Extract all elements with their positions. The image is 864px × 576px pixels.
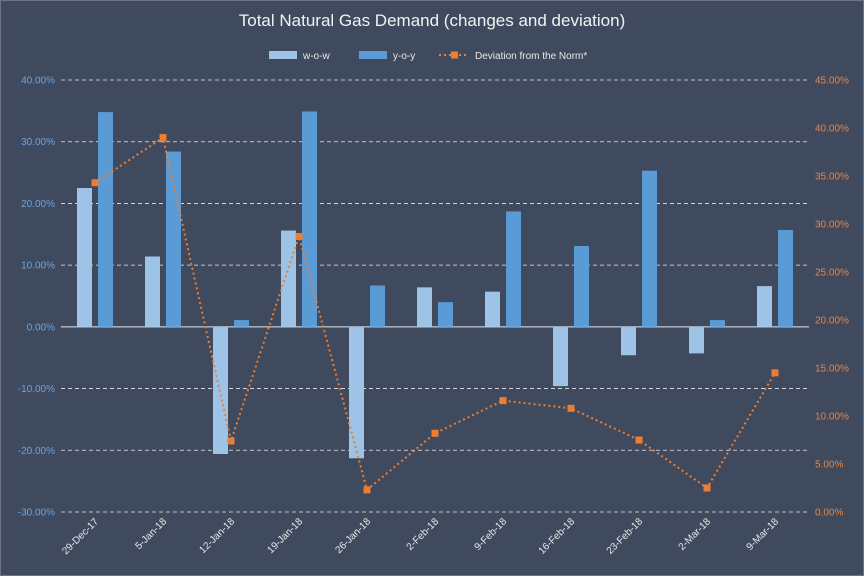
- y-right-tick-label: 45.00%: [815, 76, 849, 87]
- legend-label: y-o-y: [393, 51, 415, 62]
- deviation-point: [363, 486, 371, 494]
- bar-w-o-w: [621, 326, 636, 356]
- bar-w-o-w: [281, 230, 296, 327]
- chart-title: Total Natural Gas Demand (changes and de…: [238, 11, 626, 30]
- bar-y-o-y: [574, 246, 589, 327]
- y-left-tick-label: 30.00%: [21, 137, 55, 148]
- y-right-tick-label: 35.00%: [815, 172, 849, 183]
- bar-w-o-w: [553, 326, 568, 387]
- x-tick-label: 29-Dec-17: [60, 516, 101, 557]
- bar-y-o-y: [302, 111, 317, 327]
- deviation-point: [295, 232, 303, 240]
- x-tick-label: 26-Jan-18: [334, 516, 374, 556]
- deviation-line: [94, 135, 776, 492]
- bar-w-o-w: [77, 188, 92, 327]
- bar-w-o-w: [145, 256, 160, 327]
- bar-w-o-w: [757, 286, 772, 327]
- y-right-tick-label: 10.00%: [815, 412, 849, 423]
- bar-y-o-y: [642, 170, 657, 327]
- bar-y-o-y: [370, 285, 385, 327]
- y-left-tick-label: 40.00%: [21, 76, 55, 87]
- bar-y-o-y: [506, 211, 521, 327]
- y-right-tick-label: 25.00%: [815, 268, 849, 279]
- deviation-point: [567, 404, 575, 412]
- y-right-tick-label: 20.00%: [815, 316, 849, 327]
- y-left-tick-label: -10.00%: [18, 384, 55, 395]
- x-tick-label: 23-Feb-18: [605, 516, 646, 557]
- x-tick-label: 5-Jan-18: [133, 516, 169, 552]
- legend-label: w-o-w: [302, 51, 330, 62]
- y-left-tick-label: 20.00%: [21, 199, 55, 210]
- y-left-tick-label: -30.00%: [18, 508, 55, 519]
- legend-label: Deviation from the Norm*: [475, 51, 587, 62]
- bar-y-o-y: [234, 320, 249, 327]
- y-right-tick-label: 5.00%: [815, 460, 843, 471]
- legend-marker-deviation: [451, 51, 458, 59]
- y-right-tick-label: 30.00%: [815, 220, 849, 231]
- legend-swatch-yoy: [359, 51, 387, 59]
- deviation-point: [431, 429, 439, 437]
- y-left-tick-label: -20.00%: [18, 446, 55, 457]
- deviation-point: [159, 134, 167, 142]
- bar-w-o-w: [485, 291, 500, 327]
- bar-y-o-y: [166, 151, 181, 327]
- y-right-tick-label: 0.00%: [815, 508, 843, 519]
- bar-y-o-y: [710, 320, 725, 327]
- bar-y-o-y: [98, 112, 113, 327]
- deviation-point: [635, 436, 643, 444]
- deviation-point: [499, 397, 507, 405]
- x-tick-label: 16-Feb-18: [537, 516, 578, 557]
- bar-w-o-w: [689, 326, 704, 354]
- y-right-tick-label: 15.00%: [815, 364, 849, 375]
- x-tick-label: 2-Feb-18: [405, 516, 442, 553]
- x-tick-label: 12-Jan-18: [198, 516, 238, 556]
- bar-y-o-y: [438, 302, 453, 327]
- x-tick-label: 19-Jan-18: [266, 516, 306, 556]
- deviation-point: [771, 369, 779, 377]
- x-tick-label: 9-Mar-18: [745, 516, 782, 553]
- y-left-tick-label: 10.00%: [21, 261, 55, 272]
- x-tick-label: 9-Feb-18: [473, 516, 510, 553]
- deviation-point: [91, 179, 99, 187]
- x-tick-label: 2-Mar-18: [677, 516, 714, 553]
- deviation-point: [227, 437, 235, 445]
- y-left-tick-label: 0.00%: [27, 322, 55, 333]
- legend-swatch-wow: [269, 51, 297, 59]
- y-right-tick-label: 40.00%: [815, 124, 849, 135]
- bar-w-o-w: [349, 326, 364, 459]
- deviation-point: [703, 484, 711, 492]
- bar-w-o-w: [417, 287, 432, 327]
- bar-y-o-y: [778, 229, 793, 327]
